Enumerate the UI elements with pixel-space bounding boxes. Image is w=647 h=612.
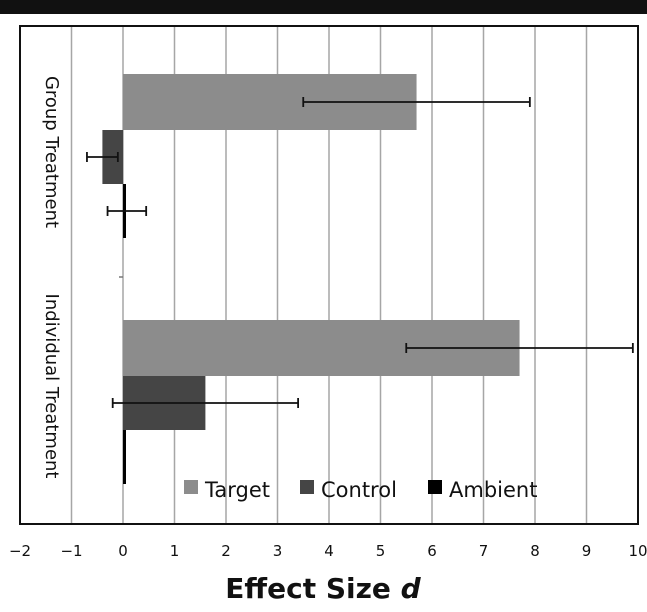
legend-swatch-target bbox=[184, 480, 198, 494]
x-axis-label-variable: d bbox=[401, 572, 422, 605]
x-tick-label: 8 bbox=[530, 542, 540, 560]
legend: Target Control Ambient bbox=[184, 478, 537, 502]
plot-frame bbox=[19, 25, 639, 525]
x-tick-label: 6 bbox=[427, 542, 437, 560]
error-bars bbox=[86, 97, 634, 408]
x-tick-label: 10 bbox=[628, 542, 647, 560]
x-tick-label: 3 bbox=[273, 542, 283, 560]
bars bbox=[102, 74, 520, 484]
legend-label-target: Target bbox=[204, 478, 270, 502]
x-tick-label: 2 bbox=[221, 542, 231, 560]
x-tick-label: 7 bbox=[479, 542, 489, 560]
x-tick-label: 9 bbox=[582, 542, 592, 560]
x-tick-label: −2 bbox=[9, 542, 31, 560]
category-label: Group Treatment bbox=[41, 76, 62, 228]
x-axis-label-text: Effect Size bbox=[225, 572, 391, 605]
category-label: Individual Treatment bbox=[41, 294, 62, 479]
x-tick-labels: −2 −1 0 1 2 3 4 5 6 7 8 9 10 bbox=[9, 542, 647, 560]
category-labels: Group Treatment Individual Treatment bbox=[41, 76, 62, 479]
legend-swatch-ambient bbox=[428, 480, 442, 494]
x-tick-label: −1 bbox=[60, 542, 82, 560]
legend-label-ambient: Ambient bbox=[449, 478, 537, 502]
legend-label-control: Control bbox=[321, 478, 397, 502]
x-tick-label: 4 bbox=[324, 542, 334, 560]
legend-swatch-control bbox=[300, 480, 314, 494]
top-rule bbox=[0, 0, 647, 14]
x-tick-label: 1 bbox=[170, 542, 180, 560]
x-tick-label: 0 bbox=[118, 542, 128, 560]
bar-ambient bbox=[123, 430, 126, 484]
x-tick-label: 5 bbox=[376, 542, 386, 560]
x-axis-label: Effect Size d bbox=[225, 572, 421, 605]
